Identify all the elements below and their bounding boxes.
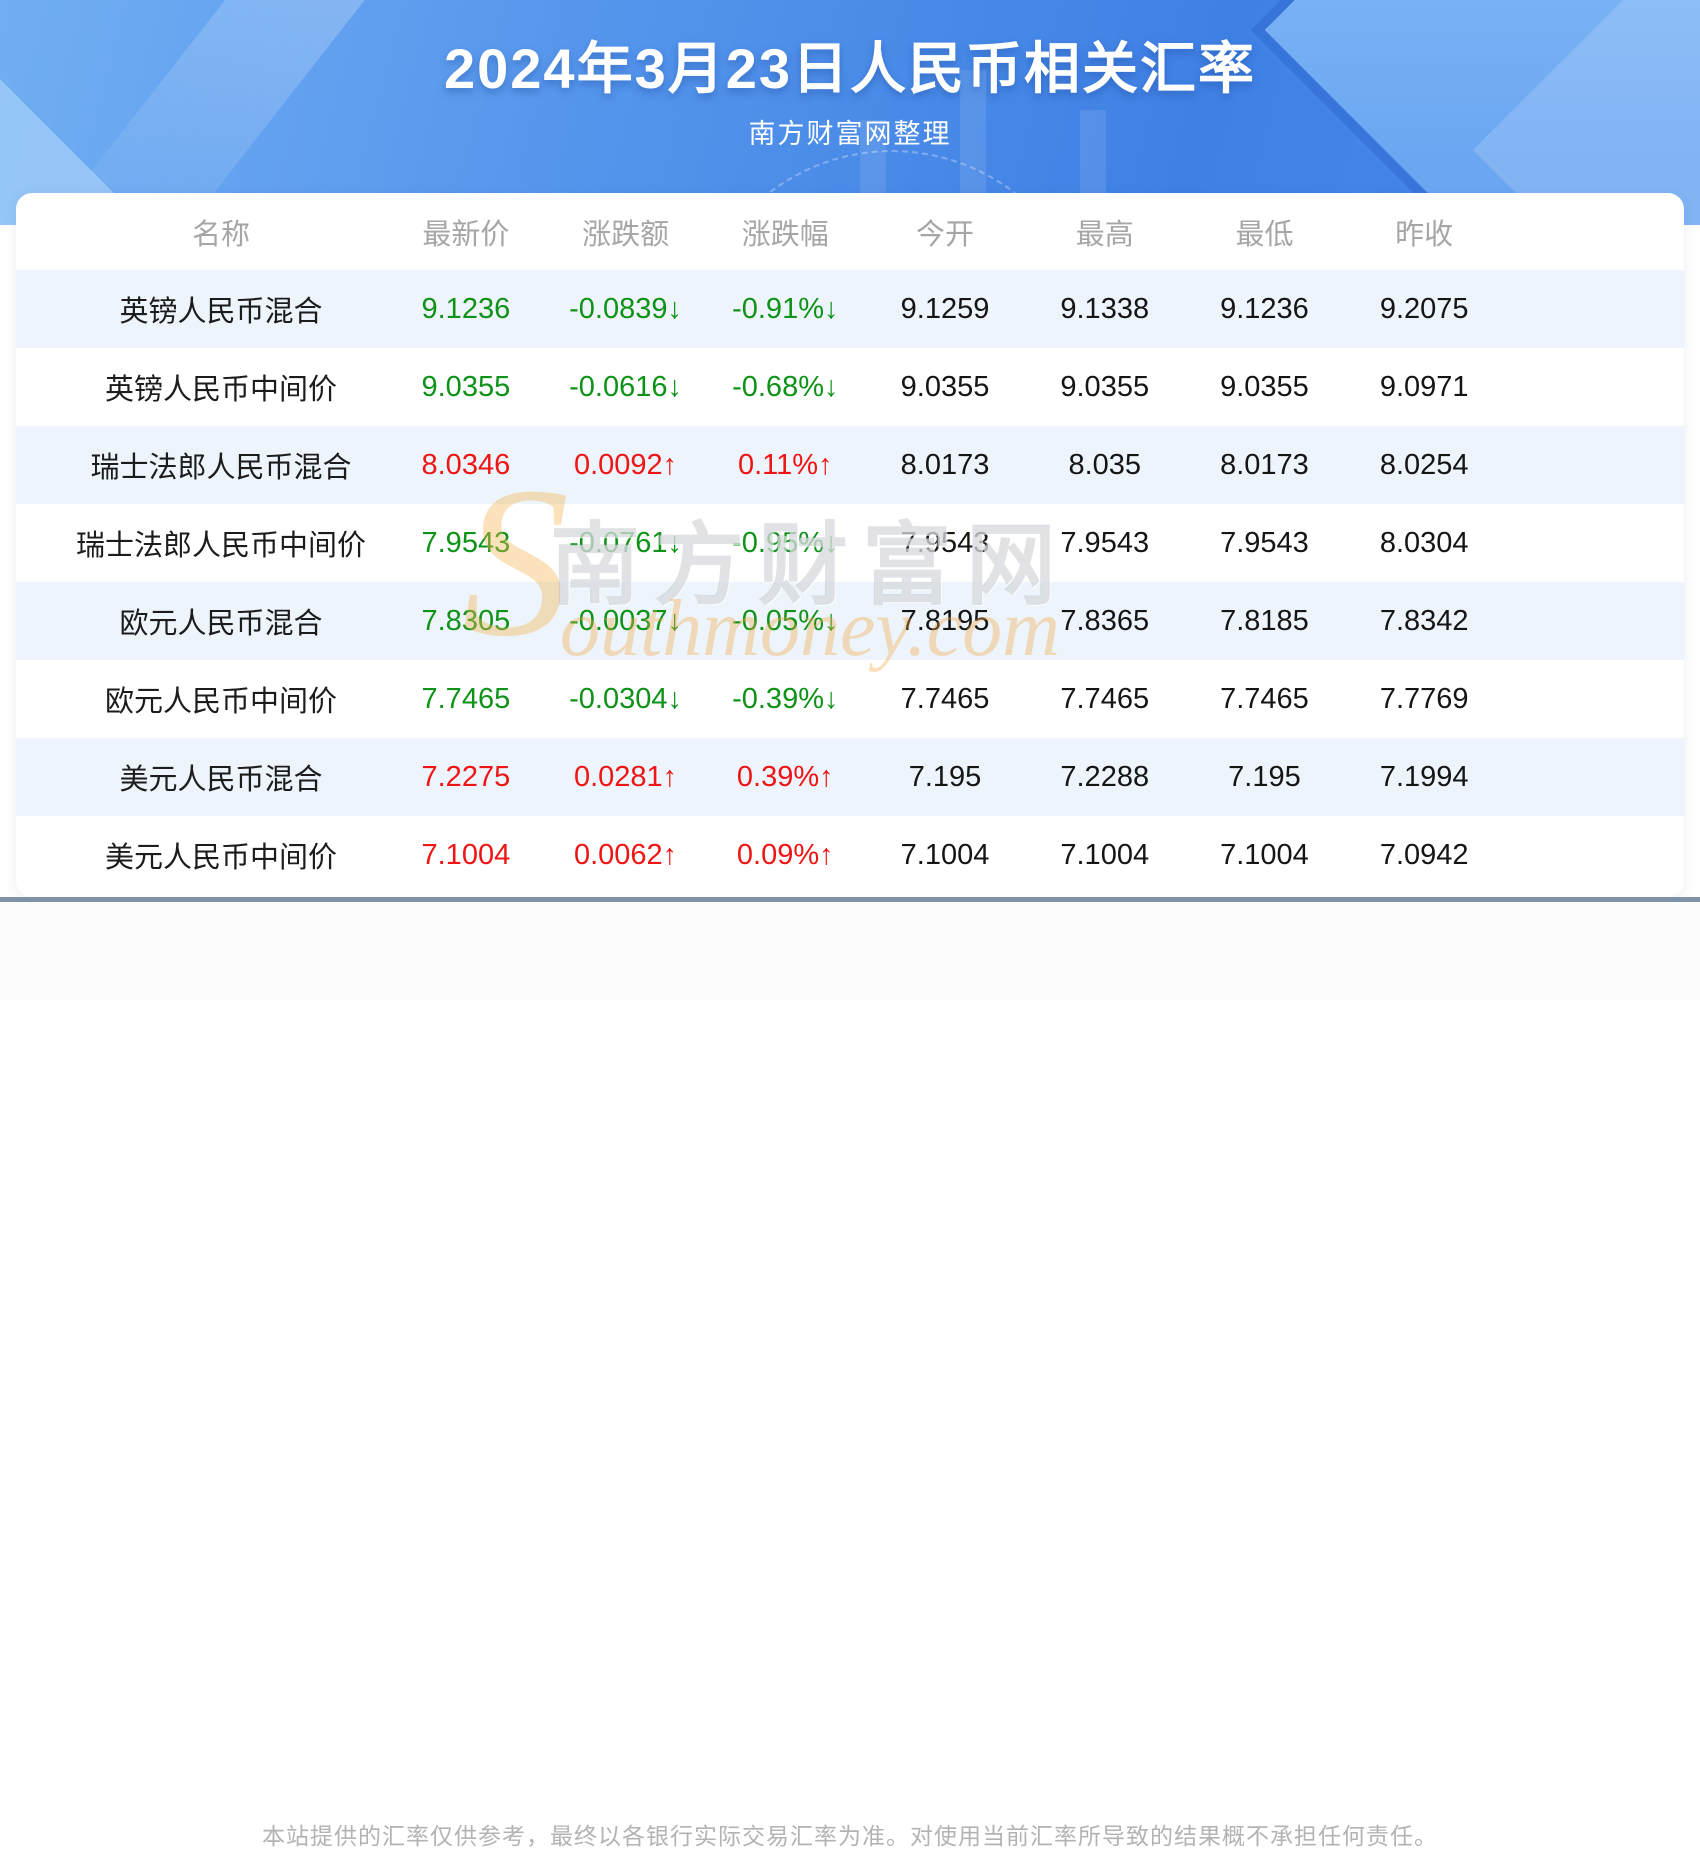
cell-low: 7.1004 (1220, 838, 1309, 871)
cell-prev_close: 7.7769 (1379, 682, 1469, 715)
cell-low: 9.0355 (1220, 370, 1309, 403)
cell-change_pct: 0.39%↑ (736, 760, 834, 793)
column-header: 最低 (1235, 218, 1294, 251)
cell-high: 7.1004 (1060, 838, 1150, 871)
cell-change: -0.0616↓ (569, 370, 682, 403)
cell-change: -0.0761↓ (569, 526, 682, 559)
cell-low: 7.8185 (1220, 604, 1309, 637)
cell-latest: 7.2275 (421, 760, 511, 793)
cell-change: -0.0839↓ (569, 292, 682, 325)
cell-open: 8.0173 (900, 448, 990, 481)
cell-latest: 7.9543 (421, 526, 511, 559)
table-row: 英镑人民币混合 9.1236 -0.0839↓ -0.91%↓ 9.1259 9.1338… (16, 270, 1684, 348)
cell-name: 瑞士法郎人民币混合 (90, 452, 352, 484)
cell-change: -0.0304↓ (569, 682, 682, 715)
cell-change: -0.0037↓ (569, 604, 682, 637)
cell-latest: 9.0355 (421, 370, 511, 403)
cell-prev_close: 8.0304 (1379, 526, 1469, 559)
column-header: 涨跌幅 (741, 218, 829, 251)
table-body: 英镑人民币混合 9.1236 -0.0839↓ -0.91%↓ 9.1259 9.1338… (16, 270, 1684, 894)
column-header: 最新价 (422, 218, 510, 251)
cell-high: 7.8365 (1060, 604, 1150, 637)
cell-low: 8.0173 (1220, 448, 1309, 481)
table-row: 瑞士法郎人民币混合 8.0346 0.0092↑ 0.11%↑ 8.0173 8.035 8… (16, 426, 1684, 504)
cell-change_pct: 0.09%↑ (736, 838, 834, 871)
cell-open: 9.0355 (900, 370, 990, 403)
cell-name: 瑞士法郎人民币中间价 (75, 530, 366, 562)
cell-open: 7.8195 (900, 604, 990, 637)
cell-name: 英镑人民币混合 (119, 296, 323, 328)
cell-low: 7.7465 (1220, 682, 1309, 715)
cell-name: 美元人民币混合 (119, 764, 323, 796)
cell-prev_close: 9.0971 (1379, 370, 1469, 403)
table-row: 英镑人民币中间价 9.0355 -0.0616↓ -0.68%↓ 9.0355 9.035… (16, 348, 1684, 426)
cell-change_pct: -0.91%↓ (732, 292, 839, 325)
cell-open: 9.1259 (900, 292, 990, 325)
table-header-row: 名称 最新价 涨跌额 涨跌幅 今开 最高 最低 昨收 (16, 193, 1684, 270)
rates-table-card: 名称 最新价 涨跌额 涨跌幅 今开 最高 最低 昨收 英镑人民币混合 9.1236 -0.0839… (16, 193, 1684, 897)
cell-name: 欧元人民币中间价 (104, 686, 337, 718)
table-row: 欧元人民币中间价 7.7465 -0.0304↓ -0.39%↓ 7.7465 7.746… (16, 660, 1684, 738)
cell-high: 7.2288 (1060, 760, 1150, 793)
cell-prev_close: 7.8342 (1379, 604, 1469, 637)
cell-change_pct: -0.05%↓ (732, 604, 839, 637)
cell-name: 美元人民币中间价 (104, 842, 337, 874)
cell-prev_close: 8.0254 (1379, 448, 1469, 481)
table-row: 美元人民币中间价 7.1004 0.0062↑ 0.09%↑ 7.1004 7.1004 7… (16, 816, 1684, 894)
table-row: 欧元人民币混合 7.8305 -0.0037↓ -0.05%↓ 7.8195 7.8365… (16, 582, 1684, 660)
cell-low: 7.195 (1228, 760, 1301, 793)
cell-open: 7.195 (908, 760, 982, 793)
column-header: 最高 (1075, 218, 1134, 251)
column-header: 涨跌额 (582, 218, 670, 251)
cell-change: 0.0281↑ (573, 760, 678, 793)
page-subtitle: 南方财富网整理 (748, 119, 952, 149)
cell-high: 8.035 (1068, 448, 1142, 481)
banner: 2024年3月23日人民币相关汇率 南方财富网整理 (0, 0, 1700, 225)
cell-high: 7.7465 (1060, 682, 1150, 715)
cell-open: 7.1004 (900, 838, 990, 871)
cell-latest: 7.7465 (421, 682, 511, 715)
cell-high: 9.1338 (1060, 292, 1150, 325)
footer-area: 本站提供的汇率仅供参考，最终以各银行实际交易汇率为准。对使用当前汇率所导致的结果… (0, 902, 1700, 1849)
cell-low: 9.1236 (1220, 292, 1309, 325)
cell-latest: 8.0346 (421, 448, 511, 481)
cell-high: 7.9543 (1060, 526, 1150, 559)
table-row: 美元人民币混合 7.2275 0.0281↑ 0.39%↑ 7.195 7.2288 7.1… (16, 738, 1684, 816)
cell-change_pct: -0.95%↓ (732, 526, 839, 559)
cell-change_pct: -0.39%↓ (732, 682, 839, 715)
cell-latest: 9.1236 (421, 292, 511, 325)
cell-name: 英镑人民币中间价 (104, 374, 337, 406)
cell-change_pct: 0.11%↑ (738, 448, 833, 481)
page-title: 2024年3月23日人民币相关汇率 (443, 37, 1256, 100)
table-row: 瑞士法郎人民币中间价 7.9543 -0.0761↓ -0.95%↓ 7.9543 7.9… (16, 504, 1684, 582)
cell-prev_close: 9.2075 (1379, 292, 1469, 325)
cell-open: 7.9543 (900, 526, 990, 559)
cell-open: 7.7465 (900, 682, 990, 715)
column-header: 名称 (191, 218, 250, 251)
column-header: 昨收 (1395, 218, 1454, 251)
cell-latest: 7.1004 (421, 838, 511, 871)
cell-high: 9.0355 (1060, 370, 1150, 403)
column-header: 今开 (916, 218, 975, 251)
cell-change_pct: -0.68%↓ (732, 370, 839, 403)
cell-prev_close: 7.0942 (1379, 838, 1469, 871)
cell-name: 欧元人民币混合 (119, 608, 323, 640)
cell-change: 0.0062↑ (573, 838, 678, 871)
footer-divider (0, 897, 1700, 902)
disclaimer-text: 本站提供的汇率仅供参考，最终以各银行实际交易汇率为准。对使用当前汇率所导致的结果… (262, 1823, 1438, 1849)
cell-change: 0.0092↑ (573, 448, 678, 481)
cell-prev_close: 7.1994 (1379, 760, 1469, 793)
cell-low: 7.9543 (1220, 526, 1309, 559)
cell-latest: 7.8305 (421, 604, 511, 637)
